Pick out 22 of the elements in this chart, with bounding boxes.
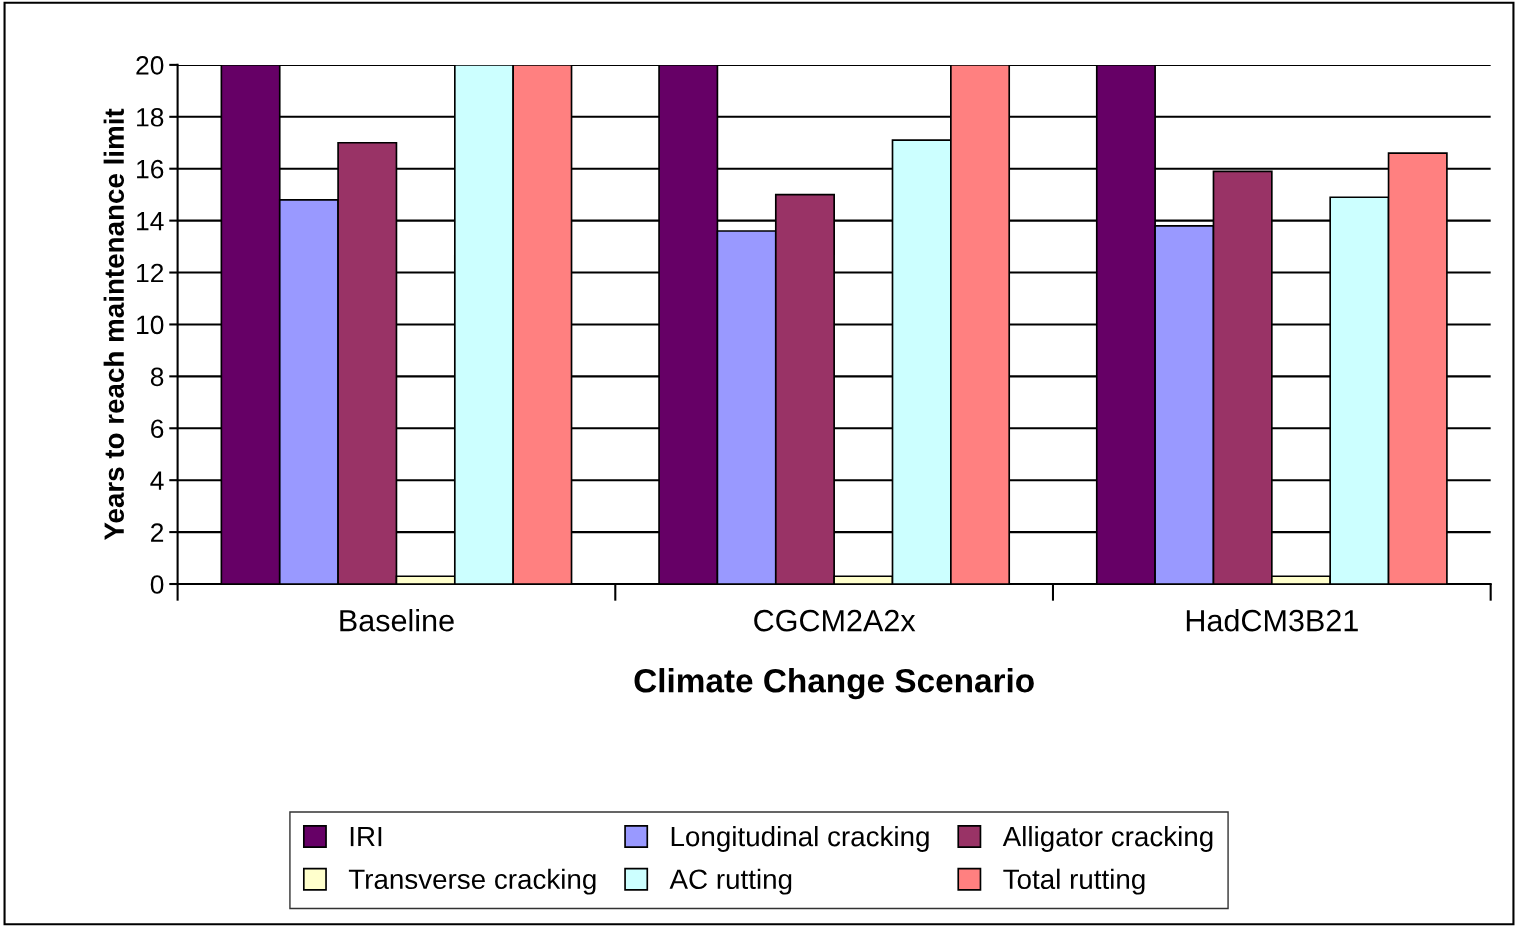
y-tick-label: 16 (137, 159, 164, 179)
y-tick-label: 10 (137, 315, 164, 335)
x-tick-label: CGCM2A2x (754, 609, 916, 632)
y-axis-title: Years to reach maintenance limit (103, 108, 125, 541)
y-tick-label: 8 (150, 367, 164, 387)
x-axis-title: Climate Change Scenario (634, 668, 1034, 700)
y-tick-label: 18 (137, 107, 164, 127)
x-tick-label: HadCM3B21 (1186, 609, 1358, 632)
y-tick-label: 20 (136, 56, 164, 75)
legend-label: Longitudinal cracking (671, 825, 929, 852)
legend-label: Transverse cracking (348, 868, 596, 895)
y-tick-label: 12 (137, 263, 164, 283)
legend-label: AC rutting (669, 868, 792, 895)
y-tick-label: 14 (137, 212, 164, 231)
y-tick-label: 2 (151, 523, 164, 542)
legend-label: Alligator cracking (1002, 825, 1213, 852)
y-tick-label: 4 (150, 471, 164, 490)
legend-label: Total rutting (1003, 868, 1145, 895)
y-tick-label: 6 (151, 419, 164, 439)
x-tick-label: Baseline (340, 609, 454, 632)
legend-label: IRI (350, 827, 382, 847)
y-tick-label: 0 (150, 575, 164, 594)
